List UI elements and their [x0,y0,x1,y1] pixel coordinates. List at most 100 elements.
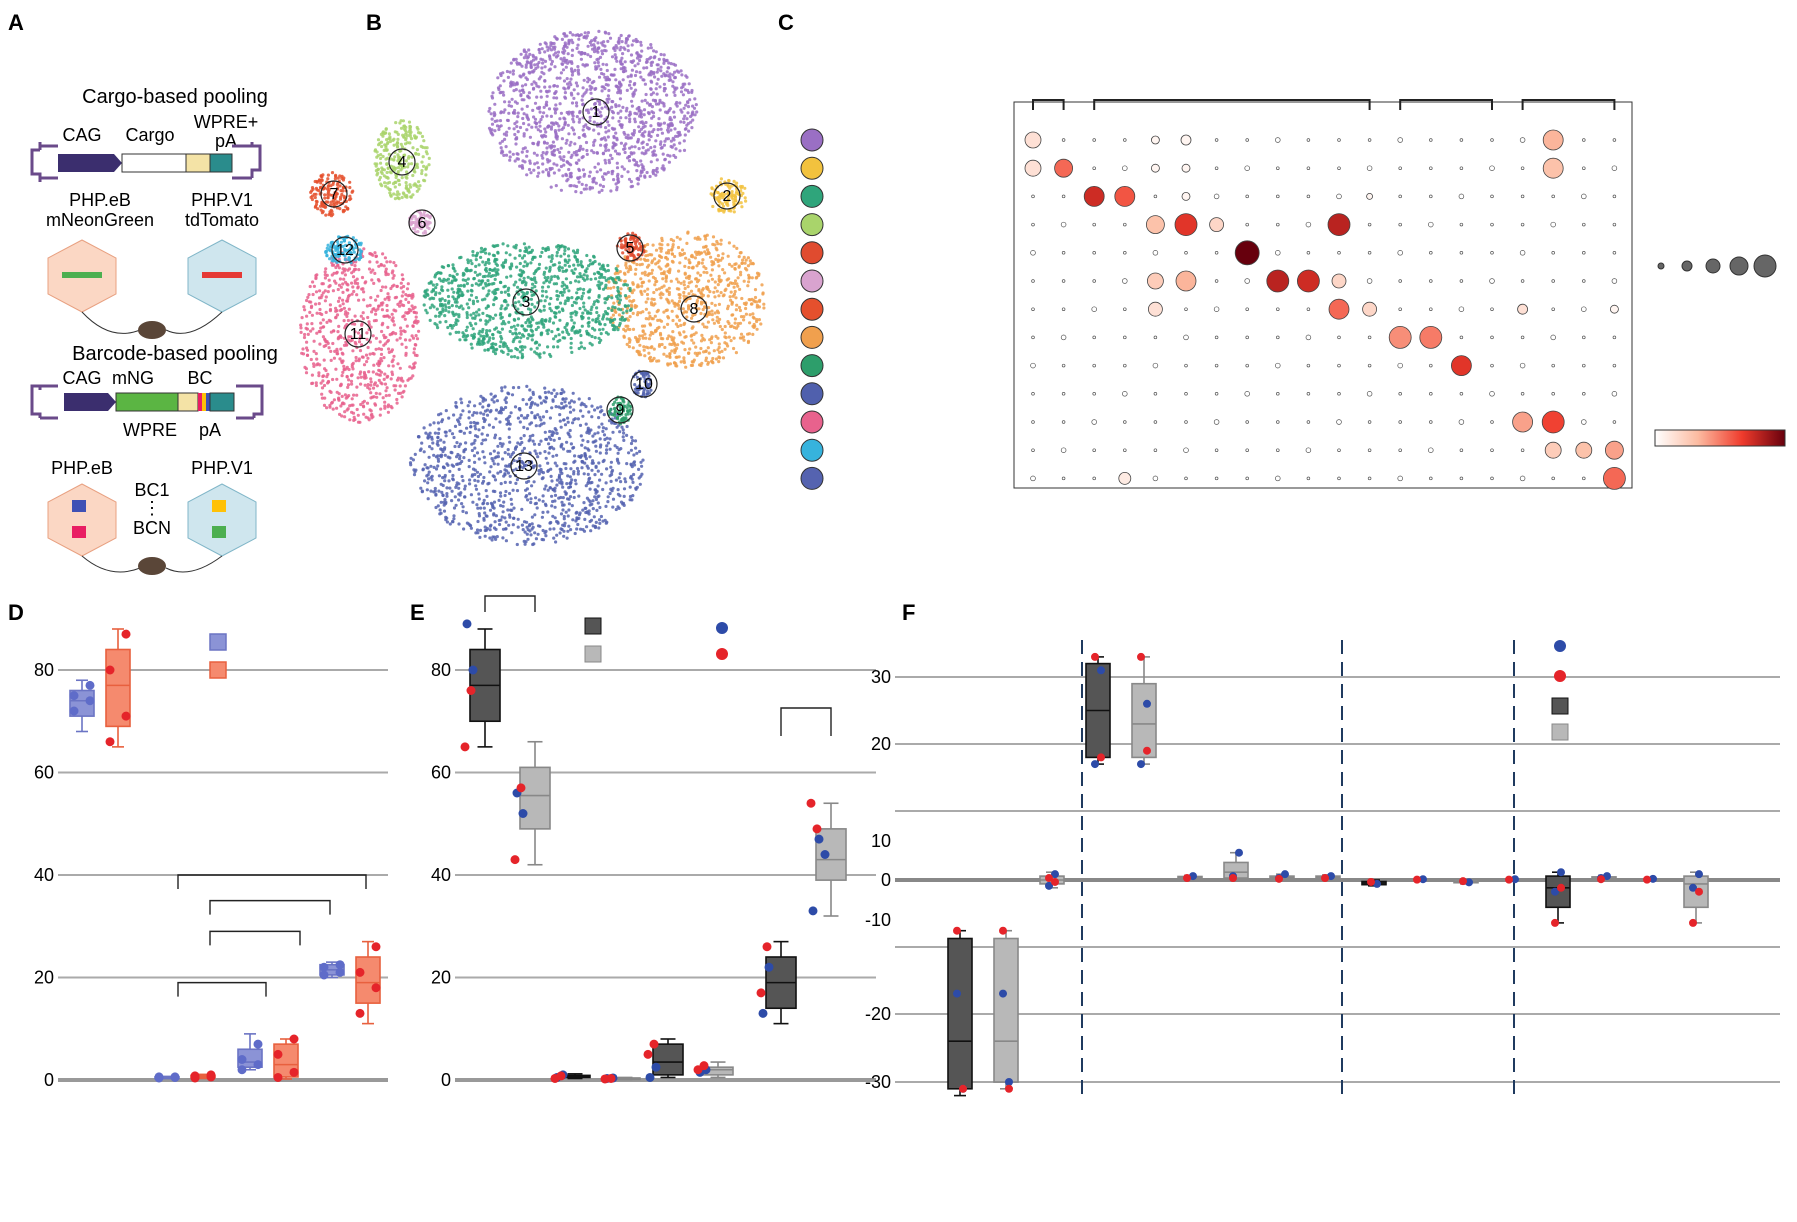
cluster-8-cell [710,263,714,267]
cluster-3-cell [471,302,476,306]
cluster-13-cell [531,464,535,468]
cluster-13-cell [454,503,458,507]
cluster-8-cell [742,318,746,322]
cluster-1-cell [622,167,626,171]
cluster-3-cell [597,262,602,266]
cluster-1-cell [647,133,651,138]
cluster-3-cell [560,266,564,270]
cluster-8-cell [696,271,700,275]
cluster-11-cell [328,309,332,313]
cluster-13-cell [596,469,600,473]
cluster-1-cell [583,31,587,35]
cluster-1-cell [682,120,686,124]
cluster-1-cell [604,161,608,165]
cluster-1-cell [668,75,672,79]
cluster-13-cell [469,425,473,429]
cluster-13-cell [529,533,533,537]
cluster-1-cell [595,151,599,155]
cluster-1-cell [518,62,522,66]
cluster-8-cell [631,327,636,331]
cluster-13-cell [558,531,562,535]
cluster-1-cell [691,104,695,108]
cluster-3-cell [469,342,473,346]
cluster-3-cell [477,308,481,312]
cluster-3-cell [601,315,606,319]
cluster-13-cell [496,462,500,466]
cluster-11-cell [347,307,351,311]
cluster-11-cell [400,273,404,277]
cluster-11-cell [340,414,344,418]
cargo-cargo-block [121,153,187,173]
cluster-11-cell [394,264,398,268]
cluster-3-cell [491,316,495,320]
cluster-8-cell [713,286,717,290]
cluster-11-cell [371,253,375,257]
cluster-1-cell [559,71,564,75]
cluster-8-cell [647,279,651,283]
cluster-3-cell [542,323,546,327]
cluster-13-cell [489,523,493,527]
cluster-13-cell [641,458,645,462]
cluster-1-cell [541,170,545,174]
cluster-11-cell [325,340,329,344]
cluster-1-cell [606,39,610,44]
cluster-13-cell [596,406,600,410]
cluster-3-cell [580,294,584,298]
cluster-13-cell [584,506,588,510]
cluster-1-cell [593,61,597,65]
cluster-11-cell [383,372,387,376]
cluster-11-cell [395,401,399,405]
cluster-8-cell [666,322,670,326]
cluster-13-cell [411,458,415,462]
cluster-3-cell [510,355,514,359]
cluster-3-cell [611,305,615,309]
cluster-11-cell [312,364,316,368]
cluster-3-cell [557,333,561,337]
cluster-3-cell [461,293,465,297]
barcode-bc-block-1 [198,393,202,411]
cluster-1-cell [629,180,634,184]
cluster-13-cell [520,507,524,511]
cluster-1-cell [673,70,677,74]
cluster-11-cell [348,339,353,343]
cluster-13-cell [493,436,497,440]
cluster-1-cell [606,135,610,139]
cluster-3-cell [487,271,491,275]
cluster-3-cell [477,341,481,345]
cluster-1-cell [694,103,698,107]
cluster-8-cell [625,296,629,300]
cluster-11-cell [371,386,376,390]
cluster-1-cell [678,149,682,153]
cluster-11-cell [381,396,385,400]
cluster-3-cell [546,275,550,280]
cluster-3-cell [479,255,483,259]
cluster-11-cell [343,415,347,419]
cluster-13-cell [568,405,572,409]
cluster-11-cell [322,403,327,407]
barcode-bc-block-2 [202,393,206,411]
cluster-8-cell [673,304,677,308]
cluster-11-cell [329,349,333,353]
cluster-13-cell [541,528,545,533]
cluster-1-cell [569,67,574,71]
cluster-11-cell [347,378,351,382]
cluster-3-cell [496,287,500,291]
cluster-13-cell [590,468,594,472]
cluster-13-cell [499,504,503,508]
cluster-13-cell [611,430,615,434]
cluster-13-cell [609,465,613,469]
cluster-8-cell [653,283,657,287]
cluster-3-cell [478,318,483,322]
cluster-11-cell [311,292,315,297]
cluster-13-cell [577,494,581,498]
cluster-3-cell [499,334,503,339]
cluster-3-cell [480,342,484,346]
cluster-3-cell [487,261,491,265]
cluster-13-cell [460,459,464,464]
cluster-1-cell [504,145,508,149]
cluster-3-cell [561,308,565,313]
cluster-3-cell [548,306,552,311]
cluster-13-cell [453,495,457,499]
cluster-8-cell [693,351,697,355]
cluster-8-cell [686,285,690,289]
